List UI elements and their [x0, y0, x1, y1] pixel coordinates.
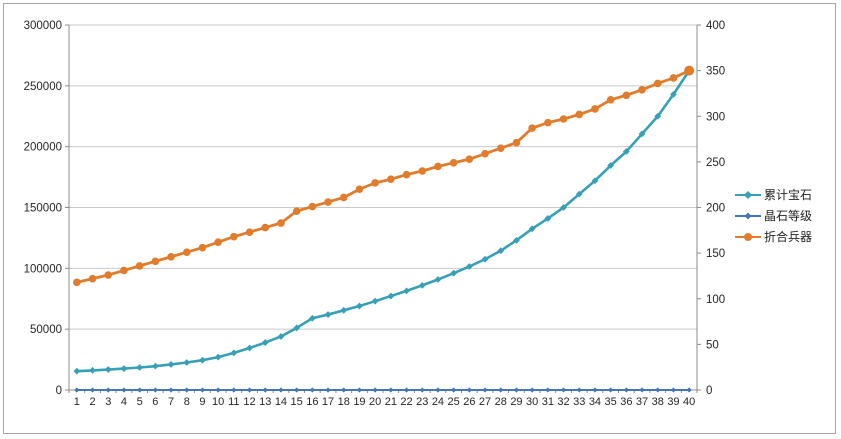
svg-text:27: 27: [479, 396, 491, 408]
svg-text:250: 250: [706, 157, 725, 169]
series-0: [73, 67, 693, 375]
legend-swatch-line-diamond-icon: [735, 212, 761, 220]
svg-text:24: 24: [432, 396, 444, 408]
svg-text:50000: 50000: [30, 324, 62, 336]
svg-text:29: 29: [510, 396, 522, 408]
svg-text:7: 7: [168, 396, 174, 408]
svg-text:11: 11: [228, 396, 239, 408]
svg-text:6: 6: [152, 396, 158, 408]
svg-text:17: 17: [322, 396, 334, 408]
svg-text:0: 0: [706, 385, 712, 397]
svg-text:2: 2: [89, 396, 95, 408]
svg-text:18: 18: [338, 396, 350, 408]
svg-text:21: 21: [385, 396, 397, 408]
svg-text:23: 23: [416, 396, 428, 408]
svg-text:4: 4: [121, 396, 127, 408]
svg-text:150: 150: [706, 248, 725, 260]
svg-text:3: 3: [105, 396, 111, 408]
chart-legend: 累计宝石 晶石等级 折合兵器: [735, 188, 812, 244]
y-axis-left-labels: 0 50000 100000 150000 200000 250000 300000: [24, 20, 69, 397]
svg-text:25: 25: [448, 396, 460, 408]
svg-text:300: 300: [706, 111, 725, 123]
svg-text:5: 5: [137, 396, 143, 408]
svg-text:31: 31: [542, 396, 554, 408]
legend-item-converted-weapons[interactable]: 折合兵器: [735, 230, 812, 244]
svg-text:34: 34: [589, 396, 601, 408]
legend-swatch-line-circle-icon: [735, 233, 761, 241]
svg-text:40: 40: [683, 396, 695, 408]
svg-text:250000: 250000: [24, 81, 62, 93]
svg-text:9: 9: [199, 396, 205, 408]
series-2: [73, 65, 695, 287]
svg-text:13: 13: [259, 396, 271, 408]
svg-text:100: 100: [706, 294, 725, 306]
svg-text:39: 39: [667, 396, 679, 408]
svg-text:200000: 200000: [24, 142, 62, 154]
legend-label: 折合兵器: [764, 230, 813, 244]
svg-text:28: 28: [495, 396, 507, 408]
legend-item-crystal-level[interactable]: 晶石等级: [735, 209, 812, 223]
chart-plot-area: 0 50000 100000 150000 200000 250000 300000 0 50 1…: [24, 20, 726, 408]
svg-text:150000: 150000: [24, 203, 62, 215]
svg-text:12: 12: [243, 396, 255, 408]
svg-text:35: 35: [605, 396, 617, 408]
svg-text:50: 50: [706, 339, 719, 351]
svg-text:33: 33: [573, 396, 585, 408]
svg-text:19: 19: [353, 396, 365, 408]
svg-text:0: 0: [56, 385, 62, 397]
legend-label: 晶石等级: [764, 209, 813, 223]
legend-swatch-line-diamond-icon: [735, 191, 761, 199]
chart-frame: 0 50000 100000 150000 200000 250000 300000 0 50 1…: [3, 3, 836, 434]
svg-text:26: 26: [463, 396, 475, 408]
svg-text:37: 37: [636, 396, 648, 408]
svg-text:16: 16: [306, 396, 318, 408]
svg-text:36: 36: [620, 396, 632, 408]
svg-text:38: 38: [652, 396, 664, 408]
svg-text:350: 350: [706, 66, 725, 78]
gridlines: [69, 24, 697, 330]
legend-item-cumulative-gems[interactable]: 累计宝石: [735, 188, 812, 202]
svg-text:8: 8: [184, 396, 190, 408]
svg-text:1: 1: [74, 396, 80, 408]
y-axis-right-labels: 0 50 100 150 200 250 300 350 400: [697, 20, 725, 397]
svg-text:400: 400: [706, 20, 725, 32]
svg-text:15: 15: [291, 396, 303, 408]
series-1: [74, 387, 692, 393]
svg-text:200: 200: [706, 203, 725, 215]
svg-text:22: 22: [400, 396, 412, 408]
svg-text:20: 20: [369, 396, 381, 408]
svg-text:30: 30: [526, 396, 538, 408]
x-axis-labels: 1 2 3 4 5 6 7 8 9 10 11 12 13 14 15 16 17 18 19 20 21 22 23 24 2…: [68, 390, 698, 408]
svg-text:10: 10: [212, 396, 224, 408]
svg-text:14: 14: [275, 396, 287, 408]
svg-text:300000: 300000: [24, 20, 62, 32]
legend-label: 累计宝石: [764, 188, 813, 202]
svg-text:32: 32: [557, 396, 569, 408]
svg-text:100000: 100000: [24, 263, 62, 275]
